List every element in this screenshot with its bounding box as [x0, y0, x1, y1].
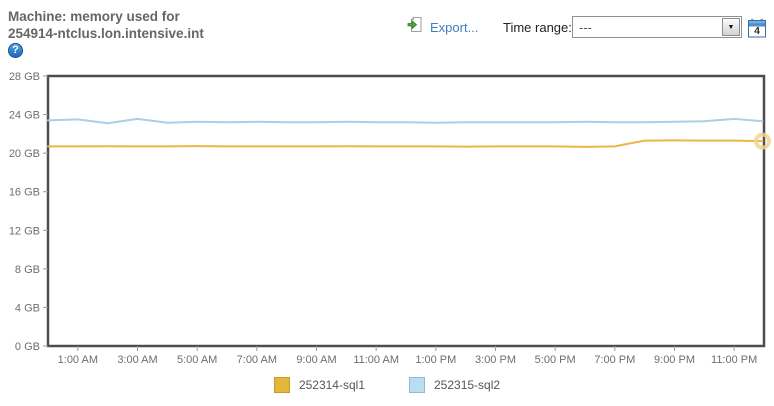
page-title: Machine: memory used for 254914-ntclus.l…: [8, 8, 308, 42]
svg-text:1:00 AM: 1:00 AM: [58, 354, 98, 366]
chevron-down-icon[interactable]: ▼: [722, 18, 740, 36]
svg-text:0 GB: 0 GB: [15, 341, 40, 353]
svg-text:7:00 AM: 7:00 AM: [237, 354, 277, 366]
legend-item-sql2[interactable]: 252315-sql2: [409, 377, 500, 393]
svg-text:3:00 PM: 3:00 PM: [475, 354, 516, 366]
svg-text:28 GB: 28 GB: [9, 71, 40, 83]
time-range-select[interactable]: --- ▼: [572, 16, 742, 38]
svg-text:1:00 PM: 1:00 PM: [415, 354, 456, 366]
series1-label: 252314-sql1: [298, 378, 365, 392]
svg-text:7:00 PM: 7:00 PM: [594, 354, 635, 366]
export-control[interactable]: Export...: [407, 16, 478, 38]
svg-text:11:00 PM: 11:00 PM: [711, 354, 757, 366]
x-axis: 1:00 AM 3:00 AM 5:00 AM 7:00 AM 9:00 AM 11:00…: [58, 346, 757, 366]
calendar-day-number: 4: [754, 25, 760, 37]
svg-text:20 GB: 20 GB: [9, 148, 40, 160]
svg-text:12 GB: 12 GB: [9, 225, 40, 237]
page-title-line1: Machine: memory used for: [8, 9, 180, 24]
svg-text:24 GB: 24 GB: [9, 110, 40, 122]
svg-text:4 GB: 4 GB: [15, 302, 40, 314]
time-range-value: ---: [579, 20, 592, 35]
svg-text:16 GB: 16 GB: [9, 187, 40, 199]
svg-text:8 GB: 8 GB: [15, 264, 40, 276]
svg-text:9:00 AM: 9:00 AM: [296, 354, 336, 366]
plot-area[interactable]: [46, 74, 766, 348]
series-line-252314-sql1[interactable]: [47, 139, 764, 148]
svg-text:11:00 AM: 11:00 AM: [353, 354, 399, 366]
svg-text:5:00 AM: 5:00 AM: [177, 354, 217, 366]
series1-swatch: [273, 377, 290, 393]
chart-legend: 252314-sql1 252315-sql2: [0, 377, 774, 393]
calendar-icon[interactable]: 4: [748, 18, 766, 38]
help-icon[interactable]: ?: [8, 43, 23, 58]
page-title-line2: 254914-ntclus.lon.intensive.int: [8, 26, 204, 41]
hover-point-marker[interactable]: [754, 132, 771, 150]
export-icon: [407, 16, 424, 38]
series2-swatch: [409, 377, 425, 393]
svg-text:3:00 AM: 3:00 AM: [117, 354, 157, 366]
y-axis: 0 GB 4 GB 8 GB 12 GB 16 GB 20 GB 24 GB 28 GB: [9, 71, 48, 353]
time-range-label: Time range:: [503, 20, 572, 35]
chart-plot[interactable]: 0 GB 4 GB 8 GB 12 GB 16 GB 20 GB 24 GB 28 GB 1:0…: [0, 60, 774, 372]
legend-item-sql1[interactable]: 252314-sql1: [273, 377, 365, 393]
svg-text:5:00 PM: 5:00 PM: [535, 354, 576, 366]
export-link[interactable]: Export...: [430, 19, 479, 35]
svg-text:9:00 PM: 9:00 PM: [654, 354, 695, 366]
series2-label: 252315-sql2: [434, 378, 501, 392]
series-line-252315-sql2[interactable]: [47, 117, 764, 125]
